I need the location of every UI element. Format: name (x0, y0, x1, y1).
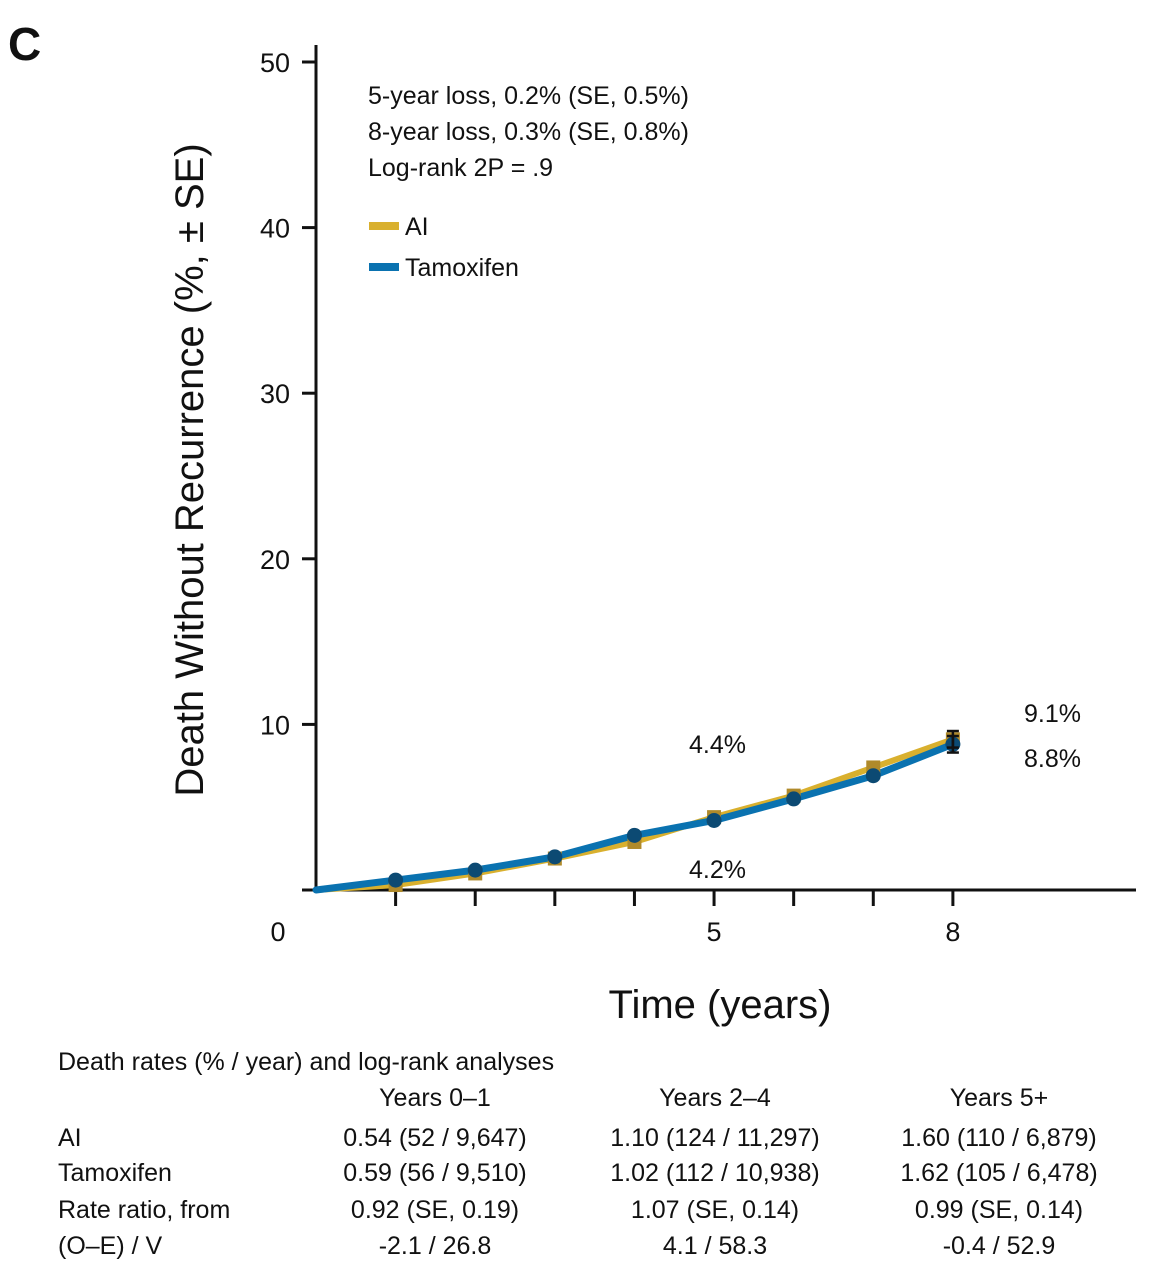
table-header: Years 5+ (949, 1084, 1049, 1112)
table-cell: 1.62 (105 / 6,478) (900, 1159, 1098, 1187)
table-cell: 1.02 (112 / 10,938) (610, 1159, 820, 1187)
series-line-tamoxifen (312, 740, 957, 894)
error-bars (946, 729, 959, 754)
y-axis-title: Death Without Recurrence (%, ± SE) (168, 143, 212, 796)
x-tick-label: 8 (945, 917, 960, 947)
data-point-tamoxifen (547, 849, 563, 865)
table-cell: Tamoxifen (58, 1159, 172, 1187)
y-tick-label: 40 (260, 214, 290, 244)
table-header-row: Years 0–1 Years 2–4 Years 5+ (0, 1084, 1158, 1118)
table-cell: 0.92 (SE, 0.19) (350, 1196, 520, 1224)
table-cell: 0.54 (52 / 9,647) (343, 1124, 527, 1152)
panel-label: C (8, 18, 41, 70)
annotation-logrank: Log-rank 2P = .9 (368, 154, 553, 182)
table-cell: -2.1 / 26.8 (378, 1232, 492, 1260)
table-cell: AI (58, 1124, 82, 1152)
x-tick-label: 5 (707, 917, 722, 947)
table-header: Years 0–1 (379, 1084, 491, 1112)
value-label-8yr-ai: 9.1% (1024, 700, 1081, 728)
chart: C 10 20 30 40 50 0 5 8 5-year loss, 0.2% (SE, … (8, 18, 1136, 1027)
rates-table: Death rates (% / year) and log-rank anal… (0, 1040, 1158, 1270)
data-point-tamoxifen (706, 812, 722, 828)
table-row: Tamoxifen 0.59 (56 / 9,510) 1.02 (112 / … (0, 1159, 1158, 1193)
table-cell: 4.1 / 58.3 (662, 1232, 768, 1260)
data-point-tamoxifen (467, 862, 483, 878)
annotation-5yr-loss: 5-year loss, 0.2% (SE, 0.5%) (368, 82, 689, 110)
legend-label-tamoxifen: Tamoxifen (405, 254, 519, 282)
table-cell: 1.10 (124 / 11,297) (610, 1124, 820, 1152)
table-row: AI 0.54 (52 / 9,647) 1.10 (124 / 11,297)… (0, 1124, 1158, 1158)
table-caption: Death rates (% / year) and log-rank anal… (58, 1048, 555, 1076)
axes (302, 45, 1136, 906)
y-tick-label: 50 (260, 48, 290, 78)
table-cell: (O–E) / V (58, 1232, 163, 1260)
data-point-tamoxifen (626, 827, 642, 843)
series-line-ai (313, 736, 956, 893)
table-row: (O–E) / V -2.1 / 26.8 4.1 / 58.3 -0.4 / … (0, 1232, 1158, 1266)
legend-swatch-ai (369, 222, 399, 230)
table-cell: 0.59 (56 / 9,510) (343, 1159, 527, 1187)
table-cell: 1.60 (110 / 6,879) (901, 1124, 1097, 1152)
table-cell: 1.07 (SE, 0.14) (630, 1196, 800, 1224)
x-tick-label: 0 (270, 917, 285, 947)
data-point-tamoxifen (388, 872, 404, 888)
x-axis-title: Time (years) (609, 983, 832, 1027)
value-label-5yr-tamoxifen: 4.2% (689, 856, 746, 884)
value-label-8yr-tamoxifen: 8.8% (1024, 745, 1081, 773)
y-tick-label: 20 (260, 545, 290, 575)
value-label-5yr-ai: 4.4% (689, 731, 746, 759)
series-layer (312, 732, 961, 894)
table-row: Rate ratio, from 0.92 (SE, 0.19) 1.07 (S… (0, 1196, 1158, 1230)
legend-swatch-tamoxifen (369, 263, 399, 271)
table-cell: -0.4 / 52.9 (942, 1232, 1056, 1260)
data-point-tamoxifen (786, 791, 802, 807)
table-cell: Rate ratio, from (58, 1196, 231, 1224)
data-point-tamoxifen (865, 768, 881, 784)
y-tick-label: 30 (260, 379, 290, 409)
table-header: Years 2–4 (659, 1084, 771, 1112)
legend: AI Tamoxifen (369, 213, 519, 282)
y-tick-labels: 10 20 30 40 50 (260, 48, 290, 740)
x-tick-labels: 0 5 8 (270, 917, 960, 947)
table-cell: 0.99 (SE, 0.14) (914, 1196, 1084, 1224)
annotation-8yr-loss: 8-year loss, 0.3% (SE, 0.8%) (368, 118, 689, 146)
legend-label-ai: AI (405, 213, 429, 241)
y-tick-label: 10 (260, 710, 290, 740)
